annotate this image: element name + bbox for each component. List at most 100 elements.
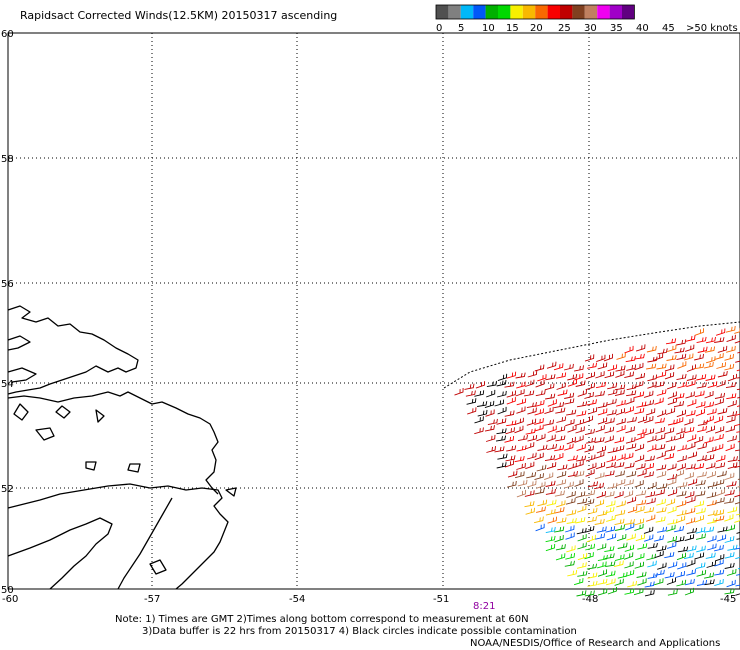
wind-barb bbox=[646, 363, 657, 370]
wind-barb bbox=[495, 435, 507, 442]
wind-barb bbox=[487, 418, 498, 426]
wind-barb bbox=[667, 506, 677, 514]
wind-barb bbox=[565, 419, 575, 427]
wind-barb bbox=[675, 571, 686, 578]
wind-barb bbox=[605, 500, 616, 508]
wind-barb bbox=[703, 526, 715, 533]
wind-barb bbox=[534, 364, 545, 372]
longitude-label: -57 bbox=[144, 594, 160, 605]
wind-barb bbox=[724, 353, 734, 361]
wind-barb bbox=[666, 524, 676, 532]
wind-barb bbox=[534, 424, 544, 432]
wind-barb bbox=[584, 428, 595, 436]
wind-barb bbox=[573, 578, 584, 586]
wind-barb bbox=[497, 453, 508, 460]
wind-barb bbox=[714, 509, 725, 517]
wind-barb bbox=[585, 454, 596, 462]
wind-barb bbox=[637, 469, 647, 477]
wind-barb bbox=[736, 513, 740, 516]
wind-barb bbox=[546, 434, 556, 442]
wind-barb bbox=[714, 433, 724, 441]
wind-barb bbox=[677, 381, 687, 389]
wind-barb bbox=[655, 433, 666, 442]
wind-barb bbox=[644, 581, 655, 588]
wind-barb bbox=[726, 415, 736, 424]
wind-barb bbox=[686, 527, 698, 534]
legend-swatch bbox=[498, 5, 511, 19]
wind-barb bbox=[596, 354, 606, 363]
wind-barb bbox=[595, 381, 607, 389]
wind-barb bbox=[666, 382, 677, 390]
wind-barb bbox=[547, 516, 558, 524]
wind-barb bbox=[646, 345, 657, 353]
wind-barb bbox=[577, 552, 588, 561]
wind-barb bbox=[604, 417, 615, 425]
wind-barb bbox=[634, 523, 644, 531]
wind-barb bbox=[545, 488, 556, 495]
wind-barb bbox=[734, 501, 740, 505]
legend-border bbox=[435, 4, 635, 20]
wind-barb bbox=[557, 464, 568, 471]
wind-barb bbox=[686, 496, 696, 504]
legend-swatch bbox=[522, 5, 536, 19]
wind-barb bbox=[635, 463, 646, 470]
wind-barb bbox=[536, 433, 546, 442]
wind-barb bbox=[673, 401, 685, 408]
wind-barb bbox=[665, 407, 676, 415]
wind-barb bbox=[486, 380, 497, 388]
wind-barb bbox=[625, 397, 635, 405]
wind-barb bbox=[574, 435, 584, 443]
wind-barb bbox=[607, 388, 618, 396]
wind-barb bbox=[554, 534, 564, 543]
wind-barb bbox=[584, 525, 595, 533]
legend-label: 5 bbox=[458, 23, 464, 34]
wind-barb bbox=[634, 561, 645, 569]
wind-barb bbox=[664, 572, 675, 579]
wind-barb bbox=[646, 497, 656, 505]
wind-barb bbox=[633, 380, 644, 388]
wind-barb bbox=[724, 536, 735, 543]
wind-barb bbox=[565, 532, 575, 540]
map-title: Rapidsact Corrected Winds(12.5KM) 201503… bbox=[20, 9, 338, 22]
wind-barb bbox=[614, 491, 624, 499]
wind-barb bbox=[634, 454, 645, 463]
wind-barb bbox=[647, 560, 657, 568]
wind-barb bbox=[635, 534, 646, 542]
wind-barb bbox=[597, 417, 608, 425]
wind-barb bbox=[667, 488, 678, 497]
wind-barb bbox=[653, 535, 664, 542]
wind-barb bbox=[587, 481, 599, 488]
wind-barb bbox=[557, 389, 568, 396]
wind-barb bbox=[604, 491, 615, 498]
wind-barb bbox=[516, 406, 526, 414]
wind-barb bbox=[725, 325, 736, 333]
wind-barb bbox=[685, 391, 695, 399]
wind-barb bbox=[575, 517, 586, 524]
wind-barb bbox=[526, 402, 537, 409]
wind-barb bbox=[647, 444, 657, 452]
wind-barb bbox=[714, 554, 725, 562]
wind-barb bbox=[634, 391, 645, 398]
wind-barb bbox=[606, 398, 617, 406]
wind-barb bbox=[536, 481, 546, 489]
legend-label: 30 bbox=[584, 23, 597, 34]
latitude-label: 50 bbox=[1, 585, 14, 596]
wind-barb bbox=[616, 425, 626, 433]
wind-barb bbox=[717, 408, 728, 415]
wind-barb bbox=[545, 509, 556, 516]
wind-barb bbox=[504, 381, 515, 388]
wind-barb bbox=[614, 461, 625, 468]
wind-barb bbox=[485, 434, 496, 442]
legend-label: 25 bbox=[558, 23, 571, 34]
wind-barb bbox=[474, 416, 484, 424]
wind-barb bbox=[625, 523, 635, 531]
wind-barb bbox=[564, 560, 575, 567]
wind-barb bbox=[605, 526, 616, 533]
wind-barb bbox=[686, 380, 696, 388]
wind-barb bbox=[564, 443, 574, 451]
wind-barb bbox=[633, 588, 644, 596]
wind-barb bbox=[564, 481, 574, 489]
wind-barb bbox=[634, 518, 645, 526]
wind-barb bbox=[577, 389, 587, 397]
wind-barb bbox=[617, 542, 628, 549]
